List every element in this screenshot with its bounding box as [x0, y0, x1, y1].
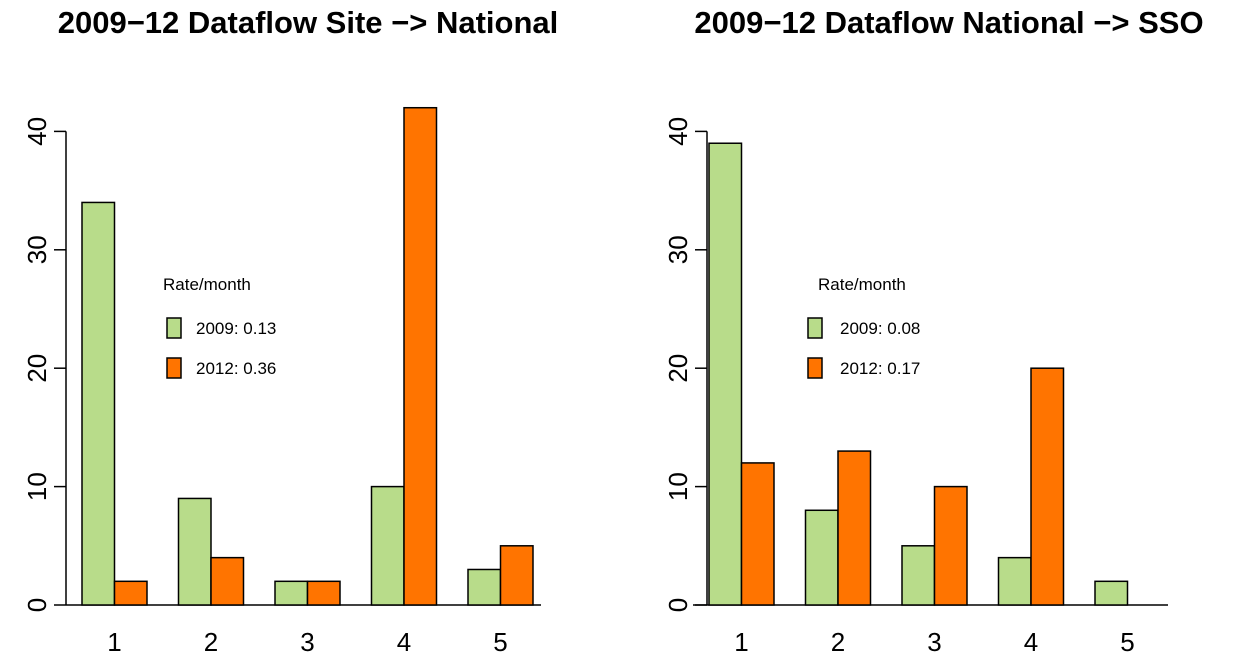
x-tick-label: 1: [107, 627, 121, 657]
y-tick-label: 10: [22, 472, 52, 501]
bar-2012: [1030, 367, 1065, 606]
y-tick-label: 30: [22, 235, 52, 264]
x-tick-label: 3: [927, 627, 941, 657]
bar-2009: [804, 509, 839, 606]
y-tick-label: 40: [22, 117, 52, 146]
y-tick-label: 20: [663, 354, 693, 383]
legend-title: Rate/month: [818, 275, 906, 294]
legend-swatch: [166, 357, 182, 379]
y-tick-label: 30: [663, 235, 693, 264]
bar-2009: [997, 556, 1032, 606]
y-tick-label: 0: [663, 598, 693, 612]
y-tick-label: 40: [663, 117, 693, 146]
chart-title: 2009−12 Dataflow National −> SSO: [694, 5, 1203, 40]
legend-swatch: [166, 317, 182, 339]
y-tick-label: 20: [22, 354, 52, 383]
bar-2009: [901, 545, 936, 606]
legend-title: Rate/month: [163, 275, 251, 294]
bar-2012: [113, 580, 148, 606]
chart-national-to-sso: 2009−12 Dataflow National −> SSO 0 10 20 30…: [663, 5, 1204, 657]
bar-2012: [499, 545, 534, 606]
bar-2012: [306, 580, 341, 606]
bar-2009: [708, 142, 743, 606]
x-tick-label: 4: [397, 627, 411, 657]
bar-2012: [933, 485, 968, 606]
chart-title: 2009−12 Dataflow Site −> National: [58, 5, 559, 40]
x-tick-label: 5: [493, 627, 507, 657]
x-tick-label: 3: [300, 627, 314, 657]
legend-label: 2012: 0.17: [840, 359, 920, 378]
bar-2009: [177, 497, 212, 606]
x-tick-label: 1: [734, 627, 748, 657]
y-tick-label: 0: [22, 598, 52, 612]
bar-2012: [837, 450, 872, 606]
x-tick-label: 5: [1120, 627, 1134, 657]
legend-swatch: [807, 317, 823, 339]
legend-swatch: [807, 357, 823, 379]
x-tick-label: 4: [1024, 627, 1038, 657]
x-tick-label: 2: [204, 627, 218, 657]
legend-label: 2012: 0.36: [196, 359, 276, 378]
bar-2012: [210, 556, 245, 606]
bar-2009: [274, 580, 309, 606]
bar-2012: [740, 462, 775, 606]
legend-label: 2009: 0.08: [840, 319, 920, 338]
y-tick-label: 10: [663, 472, 693, 501]
x-tick-label: 2: [831, 627, 845, 657]
bar-2009: [1094, 580, 1129, 606]
bar-2009: [81, 201, 116, 606]
bar-2009: [467, 568, 502, 606]
bar-2012: [403, 106, 438, 606]
bar-2009: [370, 485, 405, 606]
legend-label: 2009: 0.13: [196, 319, 276, 338]
chart-site-to-national: 2009−12 Dataflow Site −> National 0 10 20 3…: [22, 5, 558, 657]
